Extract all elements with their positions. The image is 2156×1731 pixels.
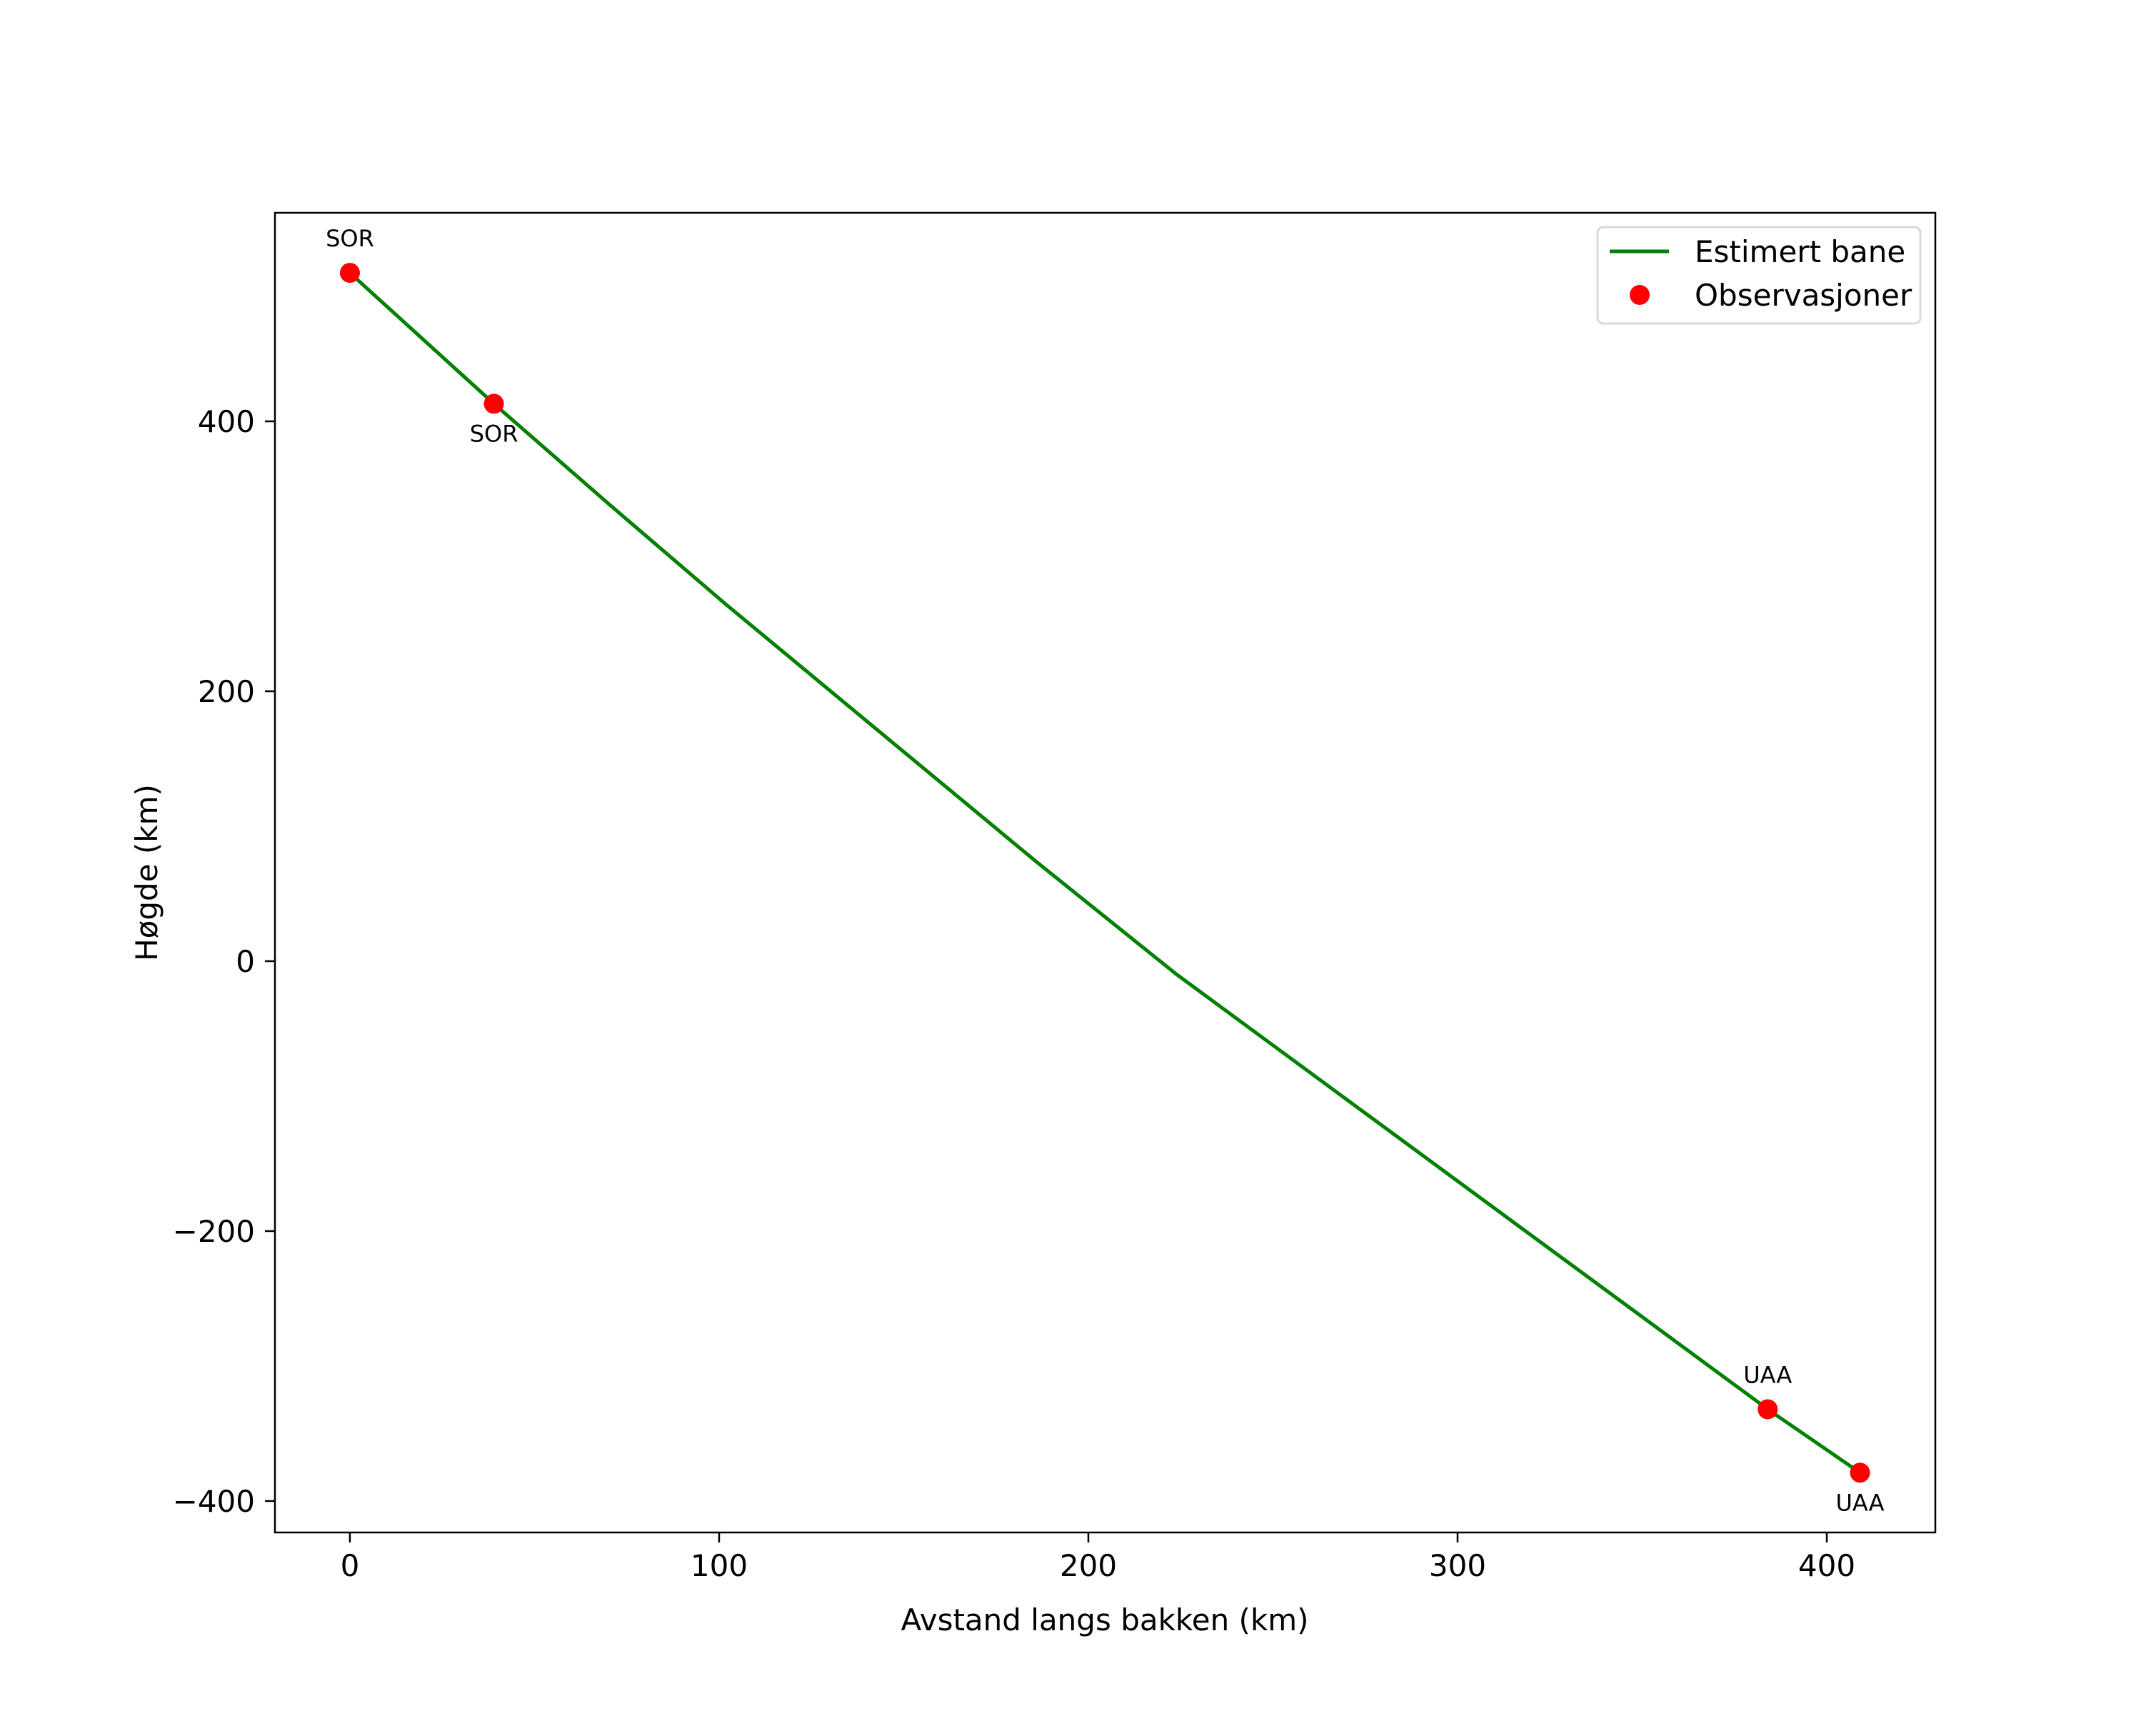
axes-frame [274,211,1937,1534]
x-axis-label: Avstand langs bakken (km) [901,1602,1308,1637]
y-tick-label: −200 [173,1214,255,1249]
plot-area: SOR SOR UAA UAA [326,225,1885,1516]
legend-label-observasjoner: Observasjoner [1695,278,1912,313]
x-tick-label: 200 [1060,1548,1117,1583]
legend-label-estimert-bane: Estimert bane [1695,234,1905,269]
legend: Estimert bane Observasjoner [1596,226,1922,325]
x-tick-label: 100 [691,1548,748,1583]
y-tick-label: −400 [173,1484,255,1519]
observation-station-label: UAA [1743,1361,1792,1388]
x-tick-label: 300 [1429,1548,1486,1583]
y-tick-label: 200 [198,674,255,709]
x-tick-label: 0 [341,1548,360,1583]
y-tick-label: 400 [198,404,255,439]
estimated-trajectory-line [349,271,1861,1475]
observation-station-label: UAA [1835,1489,1884,1516]
y-tick-label: 0 [236,944,255,979]
legend-dot-icon [1630,285,1650,305]
observation-marker [1850,1462,1870,1483]
y-axis-ticks: −400 −200 0 200 400 [173,404,275,1519]
legend-frame [1596,226,1922,325]
observation-station-label: SOR [326,225,374,252]
x-axis-ticks: 0 100 200 300 400 [341,1532,1855,1583]
y-axis-label: Høgde (km) [129,784,164,961]
x-tick-label: 400 [1798,1548,1855,1583]
observation-marker [483,393,504,414]
observation-marker [1758,1399,1778,1420]
observation-station-label: SOR [470,420,518,447]
observation-marker [339,263,360,284]
